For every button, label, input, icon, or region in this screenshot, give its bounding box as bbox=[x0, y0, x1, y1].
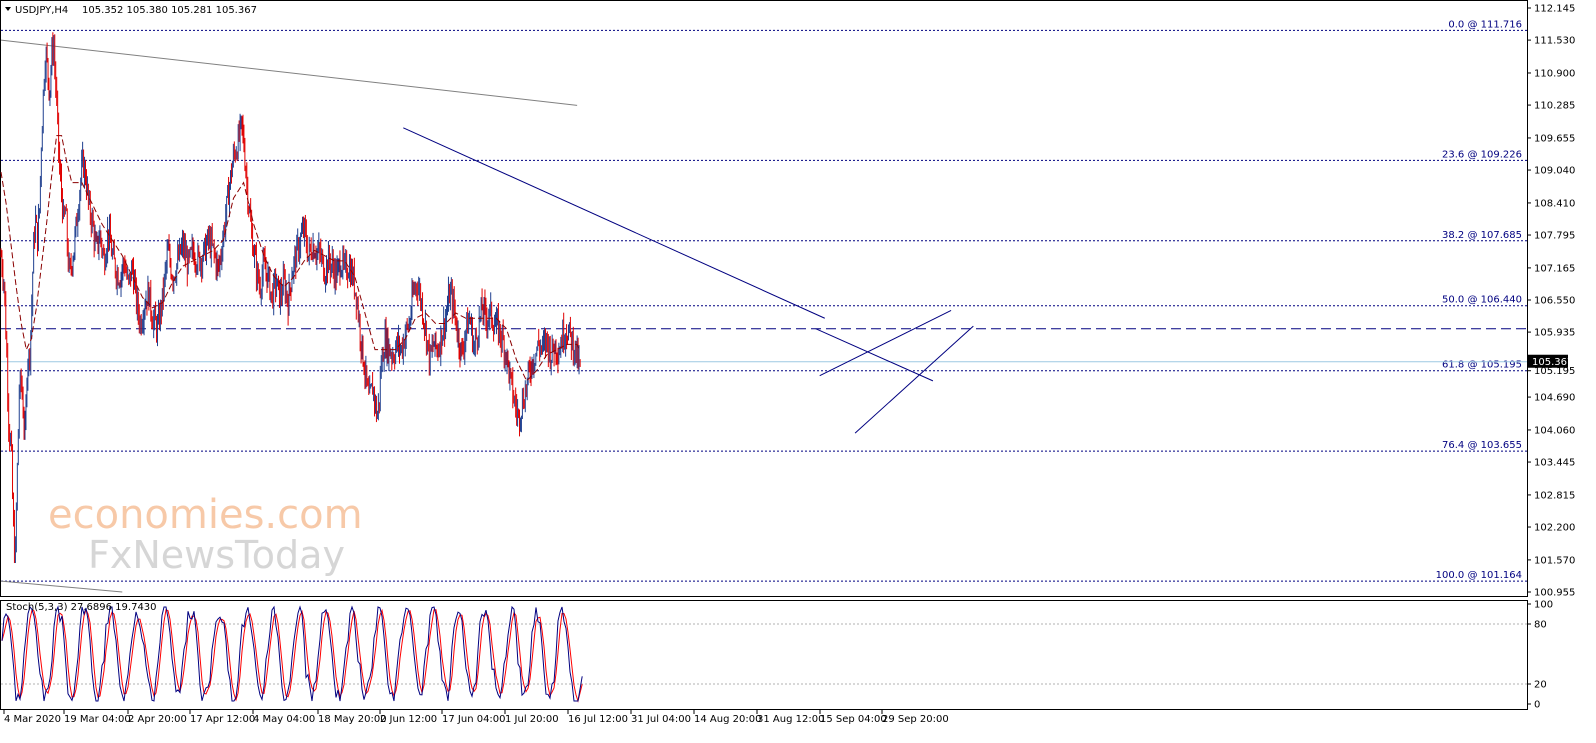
fib-level-label: 100.0 @ 101.164 bbox=[1436, 570, 1522, 581]
x-tick-label: 4 May 04:00 bbox=[253, 714, 315, 725]
trend-line bbox=[403, 127, 825, 319]
y-tick-label: 102.815 bbox=[1534, 490, 1575, 501]
y-tick-label: 107.795 bbox=[1534, 231, 1575, 242]
x-tick-label: 31 Jul 04:00 bbox=[631, 714, 691, 725]
fib-level-label: 38.2 @ 107.685 bbox=[1442, 230, 1522, 241]
fibonacci-levels: 0.0 @ 111.716 23.6 @ 109.226 38.2 @ 107.68… bbox=[1, 19, 1527, 582]
main-chart-frame bbox=[0, 0, 1528, 597]
ma-line bbox=[0, 135, 580, 382]
fib-level-label: 23.6 @ 109.226 bbox=[1442, 149, 1522, 160]
y-tick-label: 104.060 bbox=[1534, 425, 1575, 436]
stoch-title: Stoch(5,3,3) 27.6896 19.7430 bbox=[6, 602, 157, 613]
x-tick-label: 14 Aug 20:00 bbox=[694, 714, 761, 725]
x-tick-label: 29 Sep 20:00 bbox=[882, 714, 949, 725]
fib-level-label: 76.4 @ 103.655 bbox=[1442, 440, 1522, 451]
moving-average bbox=[0, 135, 580, 382]
x-tick-label: 1 Jul 20:00 bbox=[505, 714, 559, 725]
y-tick-label: 106.550 bbox=[1534, 296, 1575, 307]
stoch-tick-label: 20 bbox=[1534, 680, 1547, 691]
x-tick-label: 17 Apr 12:00 bbox=[190, 714, 255, 725]
y-tick-label: 105.195 bbox=[1534, 366, 1575, 377]
last-price-badge: 105.367 bbox=[1528, 354, 1573, 368]
fib-level-label: 0.0 @ 111.716 bbox=[1448, 19, 1522, 30]
price-axis: 112.145 111.530 110.900 110.285 109.655 109.0… bbox=[1527, 4, 1575, 599]
watermark: economies.com FxNewsToday bbox=[48, 492, 363, 577]
y-tick-label: 104.690 bbox=[1534, 393, 1575, 404]
y-tick-label: 101.570 bbox=[1534, 555, 1575, 566]
x-tick-label: 2 Apr 20:00 bbox=[128, 714, 187, 725]
fib-level-label: 50.0 @ 106.440 bbox=[1442, 295, 1522, 306]
y-tick-label: 105.935 bbox=[1534, 328, 1575, 339]
y-tick-label: 108.410 bbox=[1534, 198, 1575, 209]
ohlc-label: 105.352 105.380 105.281 105.367 bbox=[82, 5, 257, 16]
y-tick-label: 112.145 bbox=[1534, 4, 1575, 15]
x-tick-label: 4 Mar 2020 bbox=[4, 714, 61, 725]
y-tick-label: 107.165 bbox=[1534, 263, 1575, 274]
trend-line bbox=[815, 328, 934, 382]
watermark-line1: economies.com bbox=[48, 492, 363, 538]
dropdown-triangle-icon[interactable] bbox=[5, 7, 11, 11]
x-tick-label: 16 Jul 12:00 bbox=[568, 714, 628, 725]
horizontal-levels bbox=[1, 328, 1527, 363]
trend-line bbox=[819, 309, 952, 377]
watermark-line2: FxNewsToday bbox=[88, 533, 345, 577]
y-tick-label: 109.040 bbox=[1534, 166, 1575, 177]
y-tick-label: 111.530 bbox=[1534, 36, 1575, 47]
stoch-main-line bbox=[1, 605, 583, 702]
x-tick-label: 17 Jun 04:00 bbox=[442, 714, 506, 725]
x-tick-label: 19 Mar 04:00 bbox=[64, 714, 131, 725]
stoch-tick-label: 0 bbox=[1534, 700, 1540, 711]
time-axis: 4 Mar 2020 19 Mar 04:002 Apr 20:00 17 Apr … bbox=[3, 710, 949, 725]
stoch-tick-label: 100 bbox=[1534, 600, 1553, 611]
y-tick-label: 109.655 bbox=[1534, 133, 1575, 144]
chart-header: USDJPY,H4 105.352 105.380 105.281 105.36… bbox=[5, 5, 257, 16]
x-tick-label: 18 May 20:00 bbox=[318, 714, 387, 725]
x-tick-label: 2 Jun 12:00 bbox=[380, 714, 437, 725]
y-tick-label: 102.200 bbox=[1534, 523, 1575, 534]
y-tick-label: 100.955 bbox=[1534, 588, 1575, 599]
stochastic-indicator: 100 80 20 0 bbox=[1, 600, 1553, 711]
trend-lines bbox=[0, 39, 974, 593]
stoch-frame bbox=[0, 600, 1528, 710]
stoch-tick-label: 80 bbox=[1534, 620, 1547, 631]
candles bbox=[0, 32, 581, 564]
y-tick-label: 110.285 bbox=[1534, 101, 1575, 112]
x-tick-label: 15 Sep 04:00 bbox=[820, 714, 887, 725]
trend-line bbox=[854, 325, 974, 434]
y-tick-label: 110.900 bbox=[1534, 68, 1575, 79]
trend-line bbox=[0, 580, 123, 593]
last-price-label: 105.367 bbox=[1532, 357, 1573, 368]
symbol-label: USDJPY,H4 bbox=[15, 5, 68, 16]
trend-line bbox=[0, 39, 578, 106]
y-tick-label: 103.445 bbox=[1534, 458, 1575, 469]
x-tick-label: 31 Aug 12:00 bbox=[757, 714, 824, 725]
fib-level-label: 61.8 @ 105.195 bbox=[1442, 360, 1522, 371]
